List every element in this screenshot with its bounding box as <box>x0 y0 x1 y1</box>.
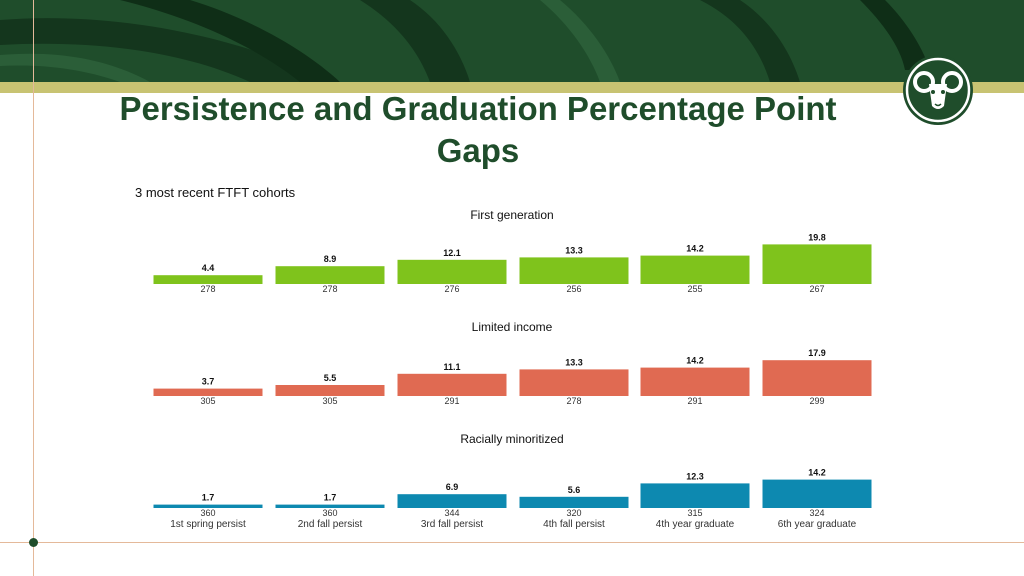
bar-count-label: 299 <box>809 396 824 406</box>
bar-value-label: 12.3 <box>686 471 704 481</box>
bar-count-label: 320 <box>566 508 581 518</box>
bar <box>397 373 507 396</box>
bar-count-label: 291 <box>444 396 459 406</box>
guide-dot <box>29 538 38 547</box>
category-tick-label: 6th year graduate <box>778 519 857 530</box>
bar-value-label: 14.2 <box>686 356 704 366</box>
bar-value-label: 13.3 <box>565 357 583 367</box>
bar-value-label: 5.5 <box>324 373 337 383</box>
bar-value-label: 6.9 <box>446 482 459 492</box>
bar-count-label: 256 <box>566 284 581 294</box>
bar <box>397 494 507 508</box>
category-tick-label: 3rd fall persist <box>421 519 483 530</box>
bar <box>640 483 750 508</box>
bar-count-label: 324 <box>809 508 824 518</box>
bar-count-label: 278 <box>566 396 581 406</box>
bar-count-label: 305 <box>200 396 215 406</box>
bar-value-label: 14.2 <box>808 468 826 478</box>
bar <box>275 504 385 508</box>
bar <box>153 388 263 396</box>
category-tick-label: 2nd fall persist <box>298 519 363 530</box>
category-tick-label: 4th year graduate <box>656 519 735 530</box>
bar-value-label: 12.1 <box>443 248 461 258</box>
banner-pattern <box>0 0 1024 82</box>
chart-subtitle: 3 most recent FTFT cohorts <box>135 185 296 200</box>
bar-count-label: 360 <box>322 508 337 518</box>
bar-count-label: 278 <box>322 284 337 294</box>
category-tick-label: 4th fall persist <box>543 519 605 530</box>
bar-count-label: 278 <box>200 284 215 294</box>
bar-value-label: 3.7 <box>202 377 215 387</box>
bar-value-label: 11.1 <box>443 362 460 372</box>
bar-value-label: 4.4 <box>202 263 215 273</box>
gold-stripe <box>0 82 1024 93</box>
vertical-guide-line <box>33 0 34 576</box>
bar-count-label: 344 <box>444 508 459 518</box>
panel-title: Racially minoritized <box>460 432 563 446</box>
bar-value-label: 1.7 <box>202 493 215 503</box>
bar <box>519 369 629 396</box>
horizontal-guide-line <box>0 542 1024 543</box>
bar <box>275 266 385 284</box>
bar-value-label: 13.3 <box>565 245 583 255</box>
bar-count-label: 255 <box>687 284 702 294</box>
category-tick-label: 1st spring persist <box>170 519 246 530</box>
bar <box>762 244 872 284</box>
header-banner <box>0 0 1024 82</box>
bar <box>153 504 263 508</box>
bar-count-label: 291 <box>687 396 702 406</box>
bar <box>519 257 629 284</box>
bar <box>762 479 872 508</box>
bar-count-label: 276 <box>444 284 459 294</box>
bar-count-label: 315 <box>687 508 702 518</box>
bar <box>640 255 750 284</box>
page-title: Persistence and Graduation Percentage Po… <box>119 90 837 169</box>
bar-value-label: 19.8 <box>808 232 826 242</box>
bar <box>153 275 263 284</box>
bar <box>640 367 750 396</box>
bar-value-label: 1.7 <box>324 493 337 503</box>
bar-count-label: 305 <box>322 396 337 406</box>
bar-value-label: 17.9 <box>808 348 826 358</box>
bar-value-label: 5.6 <box>568 485 581 495</box>
bar <box>275 385 385 396</box>
bar <box>397 259 507 284</box>
bar <box>762 360 872 396</box>
bar-value-label: 8.9 <box>324 254 337 264</box>
panel-title: First generation <box>470 208 553 222</box>
bar-count-label: 267 <box>809 284 824 294</box>
bar-count-label: 360 <box>200 508 215 518</box>
bar-value-label: 14.2 <box>686 244 704 254</box>
panel-title: Limited income <box>472 320 553 334</box>
bar <box>519 496 629 508</box>
ram-logo-icon <box>902 54 974 126</box>
